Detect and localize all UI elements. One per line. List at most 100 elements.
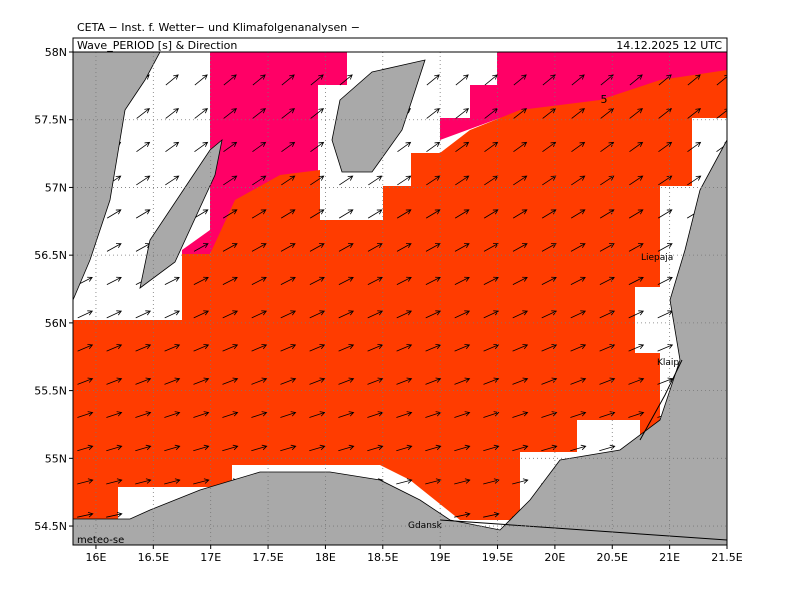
arrow [599, 411, 616, 418]
arrow [570, 209, 586, 219]
credit: meteo-se [77, 535, 124, 546]
arrow [512, 411, 529, 418]
arrow [513, 141, 528, 152]
arrow [454, 512, 471, 518]
arrow [513, 74, 527, 86]
contour-label: 5 [601, 93, 608, 106]
arrow [512, 243, 528, 252]
arrow [193, 209, 209, 219]
arrow [136, 108, 150, 119]
arrow [106, 377, 123, 385]
arrow [396, 243, 412, 252]
graticule [73, 52, 727, 545]
arrow [194, 74, 208, 86]
arrow [396, 411, 413, 418]
arrow [570, 276, 586, 285]
arrow [600, 141, 615, 152]
arrow [454, 243, 470, 252]
arrow [164, 343, 181, 352]
arrow [658, 108, 672, 119]
arrow [484, 74, 498, 86]
arrow [425, 243, 441, 252]
y-tick-label: 56N [45, 317, 67, 330]
arrow [281, 141, 296, 152]
arrow [483, 310, 500, 319]
arrow [600, 175, 615, 186]
arrow [570, 411, 587, 418]
arrow [628, 276, 644, 285]
arrow [251, 209, 267, 219]
arrow [483, 377, 500, 385]
arrow [281, 175, 296, 186]
arrow [165, 74, 179, 86]
arrow [106, 276, 122, 285]
arrow [657, 343, 674, 352]
x-tick-label: 16E [85, 551, 106, 564]
arrow [165, 141, 180, 152]
arrow [455, 74, 469, 86]
arrow [367, 444, 384, 452]
arrow [309, 444, 326, 452]
arrow [542, 175, 557, 186]
arrow [541, 377, 558, 385]
arrow [135, 343, 152, 352]
arrow [454, 276, 470, 285]
arrow [338, 209, 354, 219]
arrow [483, 512, 500, 518]
arrow [194, 141, 209, 152]
arrow [222, 411, 239, 418]
arrow [629, 108, 643, 119]
arrow [571, 74, 585, 86]
arrow [194, 108, 208, 119]
arrow [136, 141, 151, 152]
x-tick-label: 17E [200, 551, 221, 564]
arrow [193, 377, 210, 385]
arrow [628, 411, 645, 418]
arrow [252, 108, 266, 119]
direction-arrows [77, 74, 727, 518]
arrow [454, 343, 471, 352]
x-tick-label: 21E [659, 551, 680, 564]
arrow [338, 243, 354, 252]
arrow [309, 343, 326, 352]
arrow [77, 444, 94, 452]
arrow [252, 175, 267, 186]
arrow [106, 444, 123, 452]
arrow [571, 108, 585, 119]
arrow [77, 411, 94, 418]
x-tick-label: 17.5E [252, 551, 283, 564]
arrow [397, 141, 412, 152]
arrow [658, 175, 673, 186]
period-band [73, 70, 727, 520]
arrow [425, 444, 442, 452]
arrow [338, 276, 354, 285]
arrow [454, 411, 471, 418]
title: Wave_PERIOD [s] & Direction [77, 39, 237, 52]
arrow [222, 377, 239, 385]
land-gotland [331, 59, 426, 173]
arrow [716, 108, 727, 119]
arrow [77, 478, 94, 485]
arrow [570, 243, 586, 252]
x-tick-label: 19.5E [482, 551, 513, 564]
arrow [164, 377, 181, 385]
arrow [425, 478, 442, 485]
arrow [222, 243, 238, 252]
arrow [193, 478, 210, 485]
arrow [483, 343, 500, 352]
arrow [541, 243, 557, 252]
arrow [600, 108, 614, 119]
arrow [77, 310, 94, 319]
arrow [281, 108, 295, 119]
arrow [455, 141, 470, 152]
arrow [512, 310, 529, 319]
arrow [599, 243, 615, 252]
arrow [396, 478, 413, 485]
arrow [309, 310, 326, 319]
arrow [629, 141, 644, 152]
arrow [512, 478, 529, 485]
arrow [542, 141, 557, 152]
arrow [310, 175, 325, 186]
arrow [106, 478, 123, 485]
arrow [77, 512, 94, 518]
